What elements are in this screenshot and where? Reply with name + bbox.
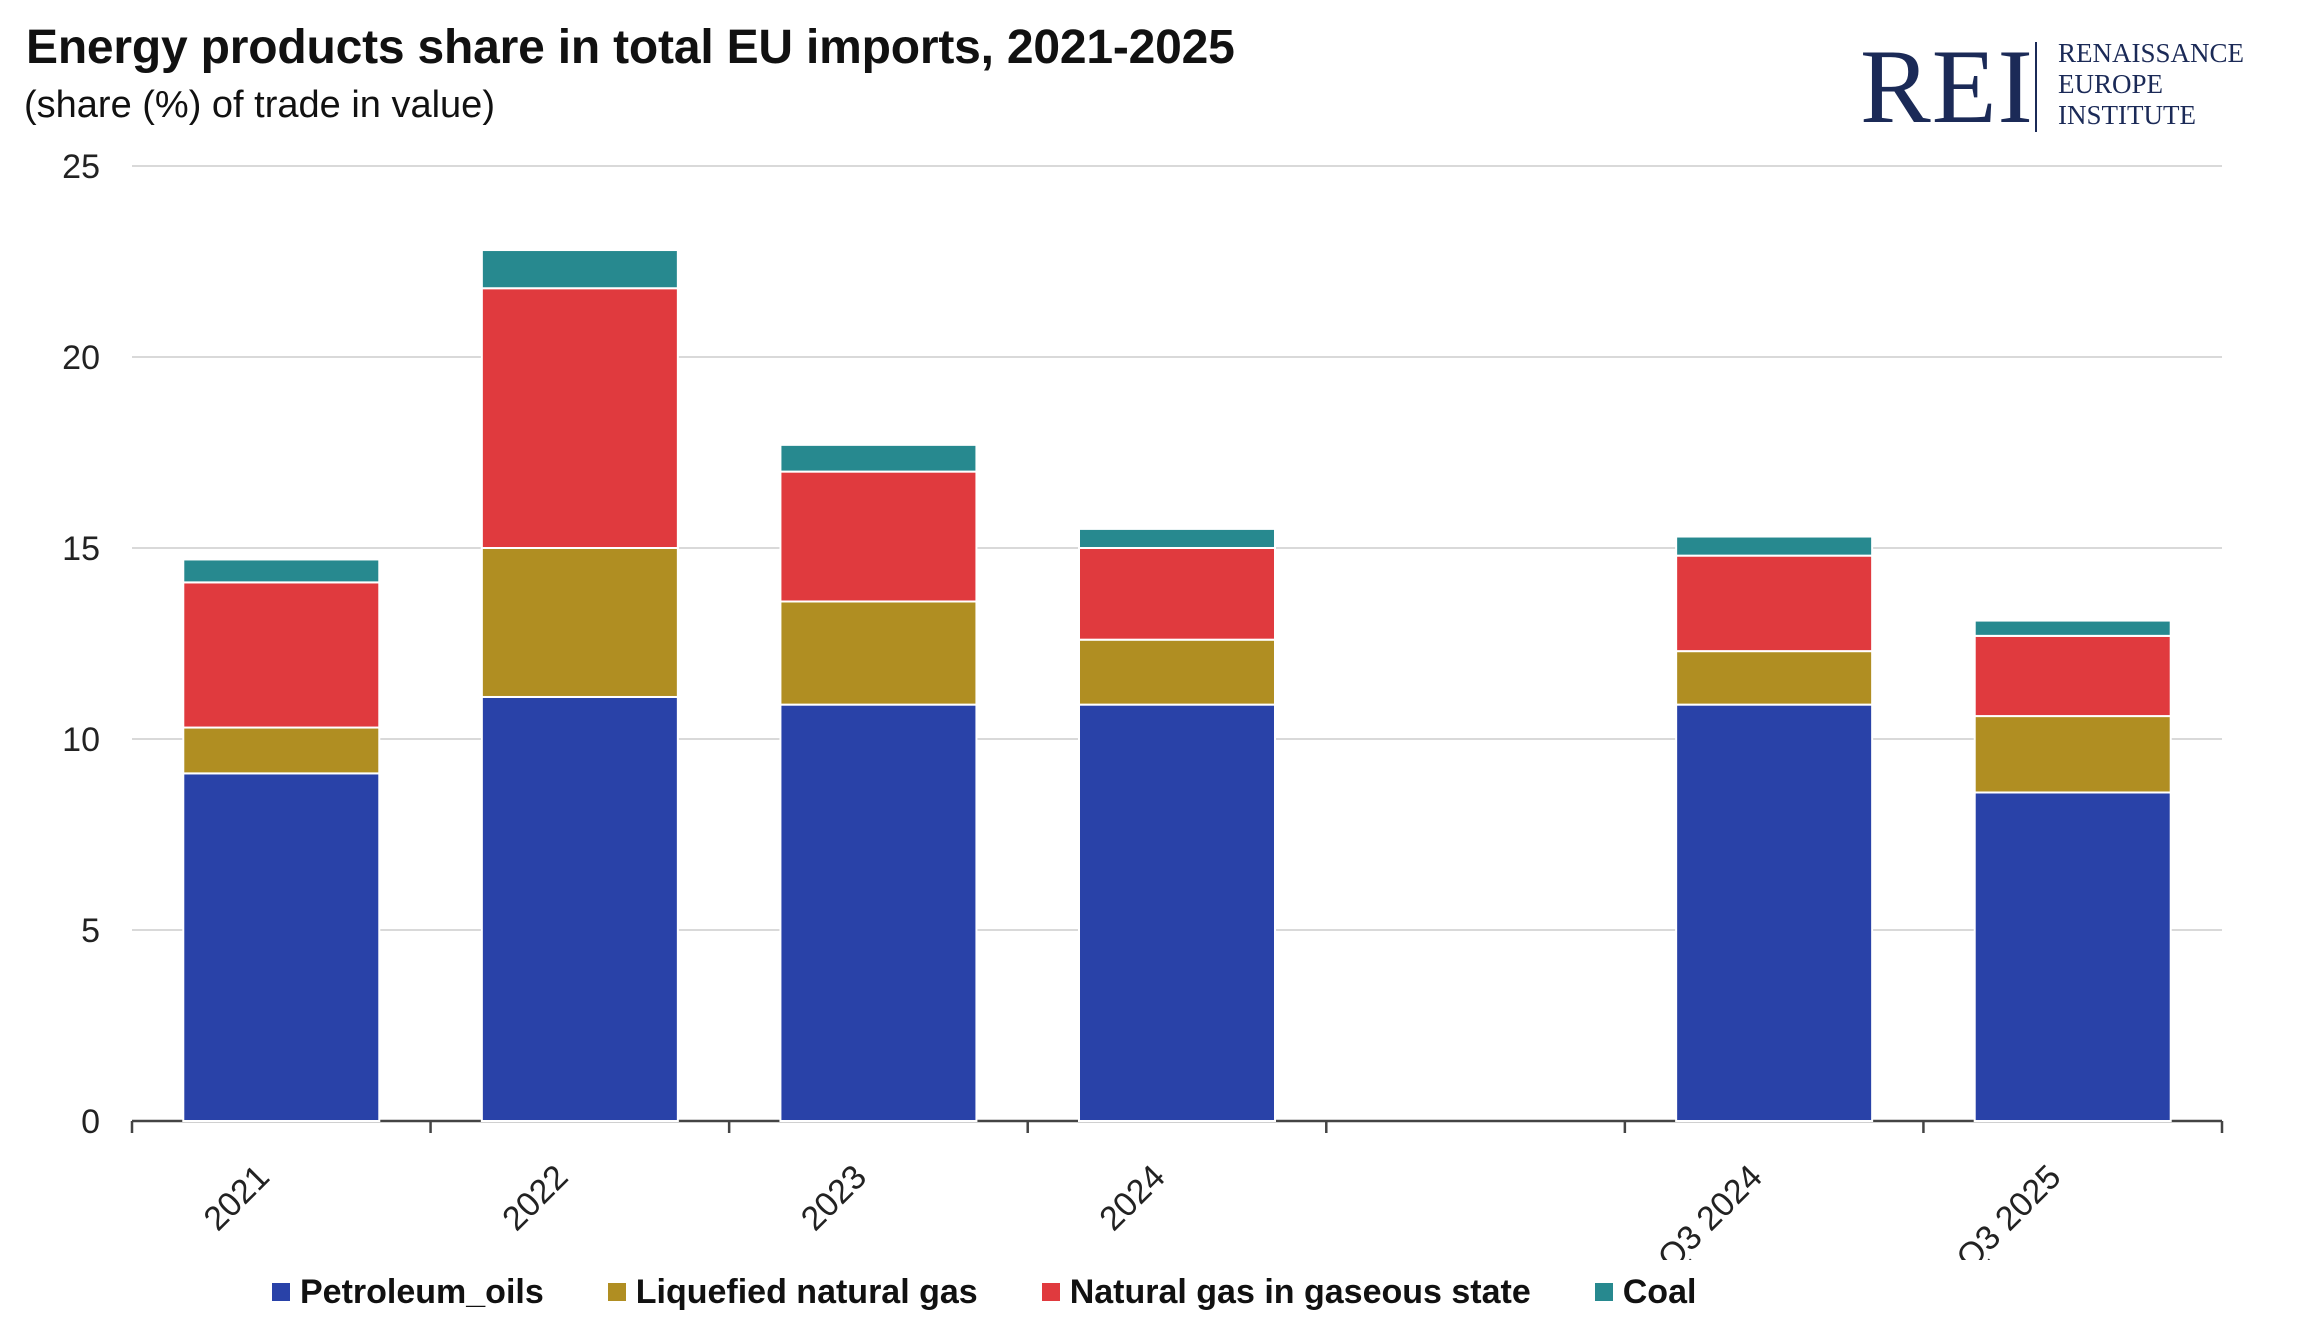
- bar-segment: [182, 726, 381, 775]
- legend-swatch: [272, 1283, 290, 1301]
- bar-segment: [1078, 527, 1276, 550]
- bar-segment: [1078, 703, 1276, 1122]
- x-tick-label: Q3 2025: [1949, 1158, 2068, 1260]
- legend-swatch: [607, 1283, 626, 1301]
- bar-segment: [1078, 638, 1276, 706]
- bar-segment: [182, 772, 381, 1122]
- legend-swatch: [1041, 1283, 1060, 1301]
- bar-segment: [1078, 547, 1276, 641]
- chart-title: Energy products share in total EU import…: [26, 21, 1235, 74]
- legend-label: Natural gas in gaseous state: [1069, 1272, 1531, 1311]
- bar-segment: [1973, 634, 2172, 718]
- legend-item: Coal: [1594, 1272, 1697, 1312]
- stacked-bar-chart: 0 5 10 15 20 25 2021 2022 2023 2024 Q3 2024 Q3 2025: [62, 148, 2224, 1260]
- y-tick-label: 10: [62, 721, 100, 759]
- bar-segment: [182, 558, 381, 584]
- legend-label: Petroleum_oils: [300, 1272, 544, 1311]
- logo-line-3: INSTITUTE: [2058, 100, 2196, 130]
- logo-line-2: EUROPE: [2058, 69, 2164, 99]
- y-tick-label: 0: [81, 1103, 100, 1141]
- logo-mark: REI: [1860, 28, 2034, 145]
- bar-segment: [1675, 650, 1874, 706]
- bar-segment: [480, 695, 679, 1122]
- bar-segment: [1973, 791, 2172, 1122]
- bar-segment: [779, 470, 978, 603]
- bar-segment: [480, 287, 679, 549]
- x-tick-label: 2023: [794, 1158, 874, 1238]
- bar-segment: [779, 600, 978, 706]
- chart-subtitle: (share (%) of trade in value): [24, 84, 495, 126]
- bar-segment: [480, 547, 679, 698]
- legend-swatch: [1594, 1283, 1613, 1301]
- bar-segment: [1675, 703, 1874, 1122]
- logo-wordmark: RENAISSANCE EUROPE INSTITUTE: [2058, 38, 2244, 131]
- rei-logo: REI RENAISSANCE EUROPE INSTITUTE: [1860, 34, 2280, 144]
- bar-segment: [1675, 554, 1874, 653]
- x-tick-label: 2021: [197, 1158, 277, 1238]
- bar-segment: [1675, 535, 1874, 557]
- bar-segment: [480, 249, 679, 290]
- bar-segment: [182, 581, 381, 729]
- y-tick-label: 25: [62, 148, 100, 186]
- x-tick-label: 2022: [495, 1158, 575, 1238]
- legend-label: Liquefied natural gas: [635, 1272, 978, 1311]
- bar-segment: [1973, 619, 2172, 637]
- legend-label: Coal: [1622, 1272, 1697, 1311]
- y-tick-label: 20: [62, 339, 100, 377]
- legend-item: Liquefied natural gas: [607, 1272, 978, 1312]
- logo-divider: [2035, 42, 2037, 132]
- bar-segment: [779, 703, 978, 1122]
- bar-segment: [779, 443, 978, 473]
- x-tick-label: 2024: [1092, 1158, 1172, 1238]
- bar-segment: [1973, 715, 2172, 794]
- legend-item: Petroleum_oils: [272, 1273, 544, 1312]
- y-tick-label: 5: [81, 912, 100, 950]
- y-tick-label: 15: [62, 530, 100, 568]
- chart-legend: Petroleum_oils Liquefied natural gas Natur…: [272, 1270, 1760, 1314]
- x-tick-label: Q3 2024: [1651, 1158, 1770, 1260]
- logo-line-1: RENAISSANCE: [2058, 38, 2245, 68]
- legend-item: Natural gas in gaseous state: [1041, 1272, 1531, 1312]
